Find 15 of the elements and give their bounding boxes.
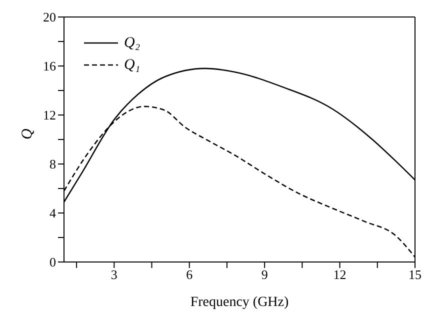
y-tick-label: 20 — [43, 10, 56, 25]
x-tick-label: 12 — [333, 267, 346, 282]
y-tick-label: 8 — [50, 156, 56, 172]
x-tick-label: 9 — [261, 267, 268, 282]
x-tick-label: 6 — [186, 267, 194, 282]
x-tick-label: 3 — [110, 267, 118, 282]
y-tick-label: 4 — [50, 206, 56, 221]
legend-label: Q₂ — [124, 34, 140, 52]
y-tick-label: 0 — [50, 254, 56, 270]
y-tick-label: 12 — [43, 108, 56, 123]
y-tick-label: 16 — [43, 58, 56, 74]
legend-label: Q₁ — [124, 56, 140, 74]
y-axis-title: Q — [19, 128, 36, 140]
x-tick-label: 15 — [408, 267, 422, 282]
x-axis-title: Frequency (GHz) — [190, 295, 290, 310]
